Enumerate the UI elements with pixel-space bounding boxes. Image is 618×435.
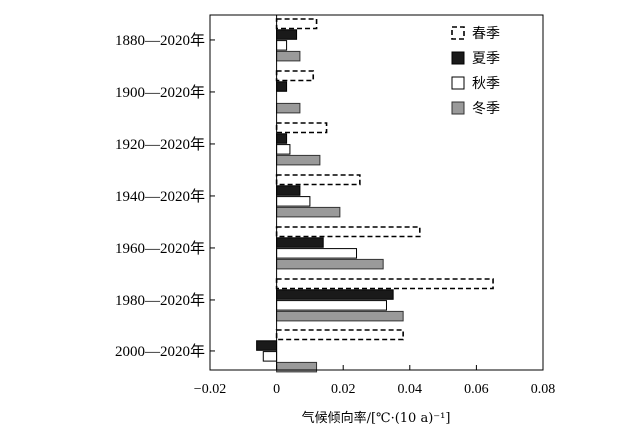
x-tick-label: 0 — [273, 382, 280, 397]
bar-冬季-3 — [276, 206, 341, 218]
category-labels: 1880—2020年 1900—2020年 1920—2020年 1940—2020年… — [115, 32, 215, 360]
bar-夏季-0 — [276, 29, 298, 40]
bar-秋季-6 — [262, 351, 278, 362]
category-label: 1980—2020年 — [115, 292, 205, 309]
ticks-group: −0.02 0 0.02 0.04 0.06 0.08 — [194, 365, 555, 397]
category-label: 1920—2020年 — [115, 136, 205, 153]
x-tick-label: 0.02 — [331, 382, 356, 397]
bar-夏季-4 — [276, 237, 324, 248]
category-label: 1960—2020年 — [115, 240, 205, 257]
x-axis-title: 气候倾向率/[℃·(10 a)⁻¹] — [302, 410, 451, 426]
category-label: 2000—2020年 — [115, 343, 205, 360]
category-label: 1880—2020年 — [115, 32, 205, 49]
x-tick-label: 0.06 — [464, 382, 489, 397]
bar-秋季-2 — [276, 144, 291, 155]
legend-swatch-春季 — [451, 26, 465, 40]
x-tick-label: −0.02 — [194, 382, 226, 397]
bar-夏季-6 — [256, 340, 278, 351]
bar-夏季-3 — [276, 185, 301, 196]
x-tick-label: 0.08 — [531, 382, 556, 397]
legend-swatch-冬季 — [451, 101, 465, 115]
bar-夏季-1 — [276, 81, 288, 92]
category-label: 1940—2020年 — [115, 188, 205, 205]
bar-春季-6 — [275, 329, 404, 341]
bar-冬季-0 — [276, 50, 301, 62]
bar-秋季-4 — [276, 248, 358, 259]
axes-group — [209, 14, 544, 371]
x-tick-label: 0.04 — [398, 382, 423, 397]
category-label: 1900—2020年 — [115, 84, 205, 101]
legend-label-秋季: 秋季 — [472, 76, 500, 92]
legend-swatch-秋季 — [451, 76, 465, 90]
bar-冬季-5 — [276, 310, 404, 322]
bar-春季-4 — [275, 226, 421, 238]
legend-label-春季: 春季 — [472, 26, 500, 42]
bar-冬季-1 — [276, 102, 301, 114]
bar-秋季-3 — [276, 196, 311, 207]
bars-group — [256, 18, 494, 373]
bar-冬季-4 — [276, 258, 384, 270]
bar-春季-1 — [275, 70, 315, 82]
bar-春季-0 — [275, 18, 318, 30]
bar-冬季-2 — [276, 154, 321, 166]
bar-春季-5 — [275, 278, 494, 290]
bar-秋季-0 — [276, 40, 288, 51]
legend-swatch-夏季 — [451, 51, 465, 65]
bar-夏季-2 — [276, 133, 288, 144]
legend-label-夏季: 夏季 — [472, 51, 500, 67]
bar-春季-2 — [275, 122, 328, 134]
bar-秋季-5 — [276, 300, 387, 311]
bar-夏季-5 — [276, 289, 394, 300]
bar-春季-3 — [275, 174, 361, 186]
legend-label-冬季: 冬季 — [472, 101, 500, 117]
plot-frame — [209, 14, 544, 371]
